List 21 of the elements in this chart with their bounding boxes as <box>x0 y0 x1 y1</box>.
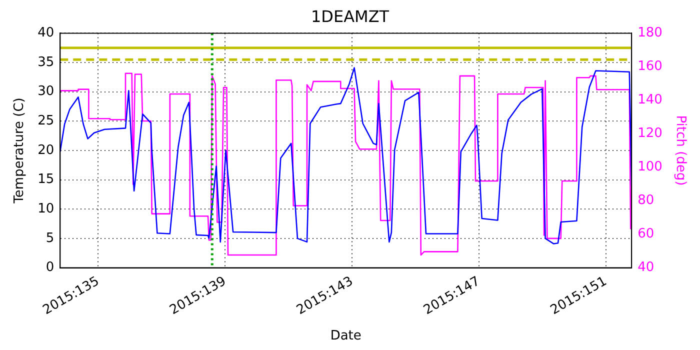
y-axis-title: Temperature (C) <box>12 98 28 204</box>
y-tick-label: 20 <box>38 142 54 158</box>
y-tick-label: 15 <box>38 172 54 188</box>
y2-tick-label: 140 <box>638 92 662 108</box>
y-tick-label: 0 <box>46 260 54 276</box>
y-tick-label: 10 <box>38 201 54 216</box>
y2-tick-label: 100 <box>638 160 662 175</box>
chart-title: 1DEAMZT <box>310 6 390 26</box>
y2-tick-label: 60 <box>638 226 654 242</box>
y-tick-label: 40 <box>38 26 54 41</box>
y2-tick-label: 180 <box>638 26 662 41</box>
y-tick-label: 5 <box>46 230 54 246</box>
y2-tick-label: 160 <box>638 59 662 74</box>
y2-tick-label: 120 <box>638 126 662 142</box>
y2-tick-label: 40 <box>638 260 654 276</box>
y-tick-label: 35 <box>38 54 54 70</box>
y2-axis-title: Pitch (deg) <box>672 115 688 186</box>
y-tick-label: 25 <box>38 114 54 129</box>
y-tick-label: 30 <box>38 84 54 100</box>
y2-tick-label: 80 <box>638 193 654 208</box>
x-axis-title: Date <box>330 328 362 344</box>
